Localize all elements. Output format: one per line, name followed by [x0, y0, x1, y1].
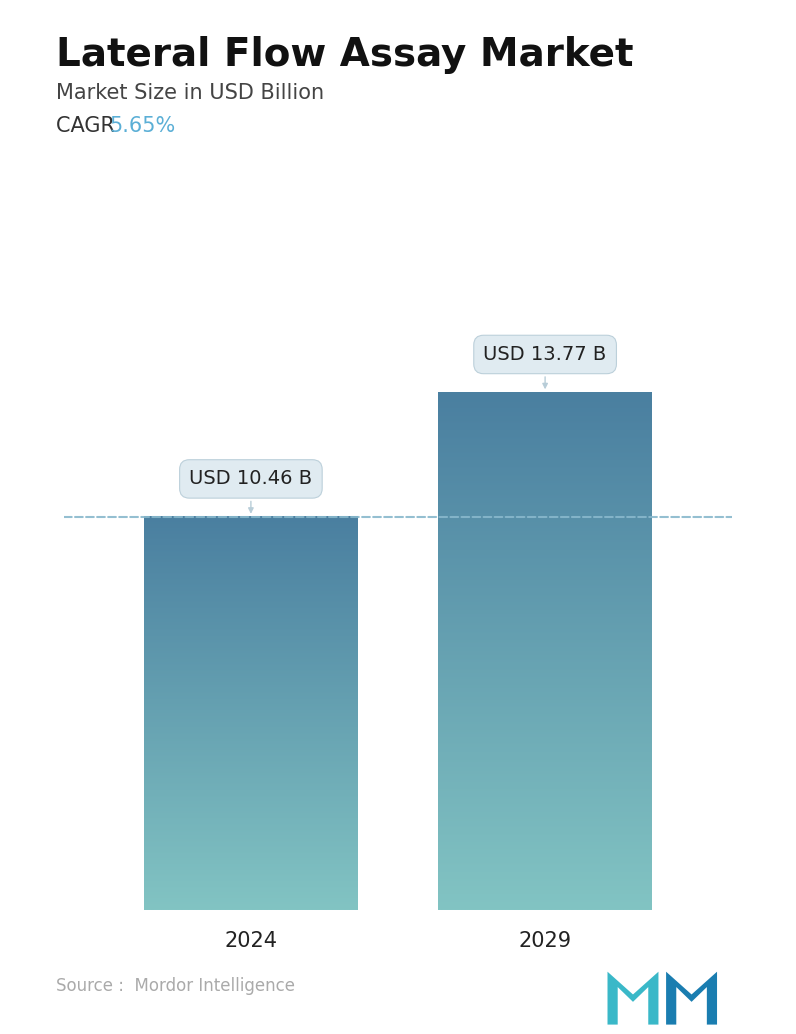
Polygon shape [666, 972, 717, 1025]
Text: 5.65%: 5.65% [110, 116, 176, 135]
Polygon shape [607, 972, 658, 1025]
Text: Source :  Mordor Intelligence: Source : Mordor Intelligence [56, 977, 295, 995]
Text: USD 13.77 B: USD 13.77 B [483, 345, 607, 388]
Text: Market Size in USD Billion: Market Size in USD Billion [56, 83, 324, 102]
Text: CAGR: CAGR [56, 116, 121, 135]
Text: USD 10.46 B: USD 10.46 B [189, 469, 313, 512]
Text: Lateral Flow Assay Market: Lateral Flow Assay Market [56, 36, 634, 74]
